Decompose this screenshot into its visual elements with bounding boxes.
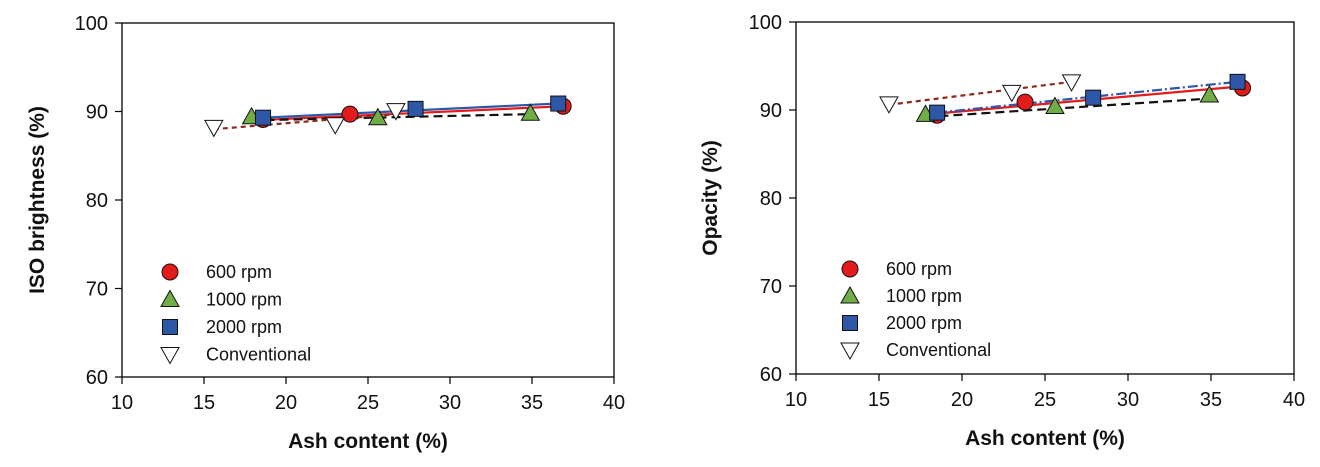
point-1000-rpm-3 — [1199, 85, 1220, 103]
y-tick-label-60: 60 — [86, 367, 108, 389]
x-tick-label-35: 35 — [521, 392, 543, 414]
x-tick-label-35: 35 — [1200, 389, 1222, 411]
point-2000-rpm-1 — [255, 109, 272, 126]
plot-frame — [795, 21, 1295, 375]
point-2000-rpm-3 — [550, 95, 567, 112]
ticks: 10 15 20 25 30 35 40 60 70 80 90 100 — [749, 12, 1306, 411]
point-conventional-1 — [203, 119, 224, 138]
legend-label-conventional: Conventional — [886, 340, 991, 360]
point-1000-rpm-2 — [1045, 96, 1065, 114]
point-600-rpm-2 — [341, 105, 359, 123]
point-2000-rpm-3 — [1229, 73, 1246, 90]
ticks: 10 15 20 25 30 35 40 60 70 80 90 100 — [75, 13, 626, 414]
x-tick-label-20: 20 — [275, 392, 297, 414]
legend: 600 rpm 1000 rpm 2000 rpm Conventional — [840, 259, 991, 361]
y-axis-title: Opacity (%) — [699, 140, 722, 256]
y-tick-label-70: 70 — [760, 276, 782, 298]
y-tick-label-100: 100 — [749, 12, 782, 34]
y-tick-label-100: 100 — [75, 13, 108, 35]
data-points — [203, 95, 572, 138]
legend-marker-600-rpm — [161, 263, 179, 281]
y-tick-label-70: 70 — [86, 279, 108, 301]
point-1000-rpm-3 — [520, 103, 541, 121]
point-600-rpm-2 — [1016, 93, 1034, 111]
legend-marker-2000-rpm — [842, 315, 858, 331]
data-points — [879, 73, 1252, 124]
y-tick-label-80: 80 — [760, 188, 782, 210]
x-tick-label-30: 30 — [439, 392, 461, 414]
y-tick-label-80: 80 — [86, 190, 108, 212]
x-tick-label-20: 20 — [951, 389, 973, 411]
point-1000-rpm-2 — [367, 107, 388, 126]
legend-marker-conventional — [840, 342, 860, 361]
point-conventional-2 — [325, 117, 346, 135]
legend-label-600-rpm: 600 rpm — [886, 259, 952, 279]
fit-line-conventional — [213, 113, 396, 131]
legend-label-1000-rpm: 1000 rpm — [206, 290, 282, 310]
legend-label-2000-rpm: 2000 rpm — [886, 313, 962, 333]
y-tick-label-90: 90 — [760, 100, 782, 122]
x-tick-label-40: 40 — [1283, 389, 1305, 411]
x-tick-label-25: 25 — [1034, 389, 1056, 411]
x-tick-label-10: 10 — [785, 389, 807, 411]
legend-label-conventional: Conventional — [206, 345, 311, 365]
x-axis-title: Ash content (%) — [965, 427, 1125, 450]
legend-label-600-rpm: 600 rpm — [206, 262, 272, 282]
point-conventional-3 — [1061, 74, 1082, 92]
point-conventional-2 — [1001, 84, 1022, 103]
iso-brightness-chart: 10 15 20 25 30 35 40 60 70 80 90 100 Ash content (%… — [26, 13, 626, 453]
x-tick-label-30: 30 — [1117, 389, 1139, 411]
fit-line-conventional — [888, 80, 1072, 106]
legend-marker-conventional — [160, 347, 180, 365]
x-tick-label-40: 40 — [603, 392, 625, 414]
opacity-chart: 10 15 20 25 30 35 40 60 70 80 90 100 Ash content (%… — [699, 12, 1306, 450]
y-axis-title: ISO brightness (%) — [26, 106, 49, 294]
legend-marker-1000-rpm — [840, 285, 860, 304]
x-axis-title: Ash content (%) — [288, 430, 448, 453]
legend-marker-2000-rpm — [162, 319, 178, 335]
x-tick-label-15: 15 — [193, 392, 215, 414]
point-2000-rpm-1 — [929, 104, 946, 121]
fit-line-1000-rpm — [925, 97, 1210, 119]
point-conventional-3 — [386, 103, 406, 121]
legend: 600 rpm 1000 rpm 2000 rpm Conventional — [160, 262, 311, 365]
point-conventional-1 — [879, 96, 899, 114]
y-tick-label-90: 90 — [86, 102, 108, 124]
legend-label-1000-rpm: 1000 rpm — [886, 286, 962, 306]
x-tick-label-15: 15 — [868, 389, 890, 411]
plot-frame — [121, 22, 615, 378]
legend-marker-1000-rpm — [160, 289, 180, 307]
x-tick-label-10: 10 — [111, 392, 133, 414]
legend-marker-600-rpm — [841, 260, 859, 278]
y-tick-label-60: 60 — [760, 364, 782, 386]
point-2000-rpm-2 — [1085, 89, 1102, 106]
point-2000-rpm-2 — [407, 100, 424, 117]
legend-label-2000-rpm: 2000 rpm — [206, 317, 282, 337]
fit-line-1000-rpm — [251, 113, 531, 122]
x-tick-label-25: 25 — [357, 392, 379, 414]
